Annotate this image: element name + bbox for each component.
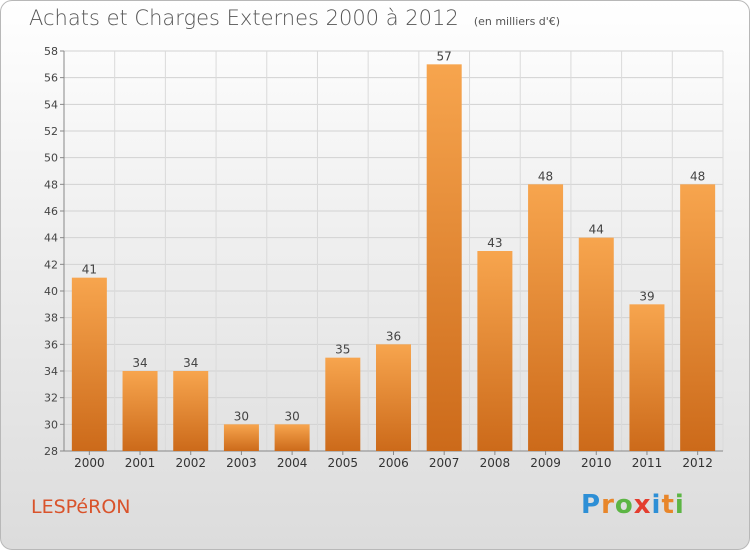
y-tick-label: 38: [44, 312, 58, 325]
y-tick-label: 42: [44, 258, 58, 271]
y-tick-label: 28: [44, 445, 58, 458]
bars: [71, 64, 716, 452]
bar-2002: [173, 371, 209, 451]
bar-value-label: 48: [690, 169, 705, 183]
bar-value-label: 39: [639, 289, 654, 303]
title-row: Achats et Charges Externes 2000 à 2012 (…: [29, 6, 560, 30]
x-tick-label: 2000: [74, 456, 105, 470]
x-tick-label: 2009: [530, 456, 561, 470]
y-tick-label: 50: [44, 152, 58, 165]
bar-2003: [223, 424, 259, 451]
bar-2011: [629, 304, 665, 451]
bar-value-label: 36: [386, 329, 401, 343]
x-tick-label: 2004: [277, 456, 308, 470]
x-tick-label: 2001: [125, 456, 156, 470]
bar-value-label: 43: [487, 236, 502, 250]
bar-2012: [680, 184, 716, 452]
x-tick-label: 2003: [226, 456, 257, 470]
bar-2010: [578, 237, 614, 451]
logo-letter: x: [633, 490, 652, 520]
bar-2009: [528, 184, 564, 452]
y-tick-label: 44: [44, 232, 58, 245]
bar-value-label: 35: [335, 343, 350, 357]
commune-name: LESPéRON: [31, 496, 131, 518]
y-tick-label: 52: [44, 125, 58, 138]
logo-letter: t: [661, 490, 675, 520]
y-tick-label: 56: [44, 72, 58, 85]
y-tick-label: 34: [44, 365, 58, 378]
labels: 28 30 32 34 36 38 40 42 44 46 48 50 52 54 56 58 41 2000 34…: [44, 45, 713, 470]
bar-value-label: 57: [437, 49, 452, 63]
y-tick-label: 36: [44, 338, 58, 351]
bar-2005: [325, 357, 361, 451]
x-tick-label: 2005: [328, 456, 359, 470]
chart-title: Achats et Charges Externes 2000 à 2012: [29, 6, 459, 30]
y-tick-label: 54: [44, 98, 58, 111]
bar-value-label: 30: [284, 409, 299, 423]
logo-letter: i: [674, 490, 685, 520]
logo-letter: i: [651, 490, 662, 520]
y-tick-label: 40: [44, 285, 58, 298]
bar-2001: [122, 371, 158, 451]
bar-value-label: 34: [183, 356, 198, 370]
x-tick-label: 2007: [429, 456, 460, 470]
y-tick-label: 32: [44, 392, 58, 405]
x-tick-label: 2006: [378, 456, 409, 470]
logo-letter: r: [601, 490, 615, 520]
bar-value-label: 34: [132, 356, 147, 370]
y-tick-label: 58: [44, 45, 58, 58]
logo-letter: P: [581, 490, 602, 520]
bar-value-label: 41: [82, 263, 97, 277]
y-tick-label: 30: [44, 418, 58, 431]
x-tick-label: 2011: [632, 456, 663, 470]
bar-2008: [477, 251, 513, 451]
bar-2006: [376, 344, 411, 451]
proxiti-logo: Proxiti: [581, 490, 685, 520]
y-tick-label: 46: [44, 205, 58, 218]
bar-2000: [71, 277, 107, 451]
x-tick-label: 2010: [581, 456, 612, 470]
x-tick-label: 2008: [480, 456, 511, 470]
bar-value-label: 48: [538, 169, 553, 183]
logo-letter: o: [614, 490, 634, 520]
chart-subtitle: (en milliers d'€): [473, 15, 561, 28]
bar-value-label: 44: [589, 223, 604, 237]
bar-2004: [274, 424, 310, 451]
x-tick-label: 2002: [175, 456, 206, 470]
bar-value-label: 30: [234, 409, 249, 423]
bar-2007: [426, 64, 462, 452]
x-tick-label: 2012: [682, 456, 713, 470]
y-tick-label: 48: [44, 178, 58, 191]
